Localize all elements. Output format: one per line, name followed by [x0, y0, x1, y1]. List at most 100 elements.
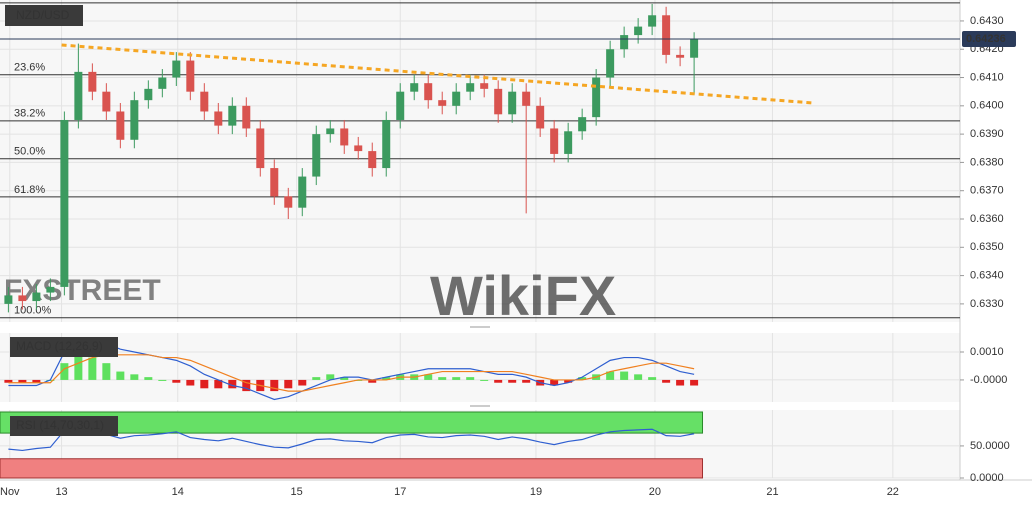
candle-body [648, 15, 657, 27]
y-tick-label: 0.6330 [970, 298, 1004, 310]
overbought-zone [0, 411, 704, 434]
x-tick-label: 19 [530, 486, 542, 498]
candle-body [466, 83, 475, 92]
candle-body [88, 71, 97, 92]
fib-label: 50.0% [14, 146, 45, 158]
oversold-zone [0, 458, 704, 479]
macd-bar [298, 379, 307, 386]
candle-body [438, 100, 447, 106]
candle-body [494, 88, 503, 115]
candle-body [340, 128, 349, 146]
candle-body [578, 117, 587, 132]
macd-bar [74, 354, 83, 380]
macd-bar [60, 363, 69, 380]
x-tick-label: 14 [172, 486, 184, 498]
y-tick-label: 0.6350 [970, 241, 1004, 253]
y-tick-label: 0.6370 [970, 185, 1004, 197]
panel-title: MACD (12,26,9) [16, 339, 103, 353]
candle-body [676, 54, 685, 58]
candle-body [410, 83, 419, 92]
macd-bar [578, 377, 587, 380]
macd-bar [102, 363, 111, 380]
candle-body [508, 91, 517, 115]
candle-body [270, 168, 279, 197]
macd-bar [480, 379, 489, 381]
watermark: WikiFX [430, 264, 616, 327]
candle-body [536, 105, 545, 129]
candle-body [32, 292, 41, 302]
candle-body [298, 176, 307, 208]
y-tick-label: 0.0000 [970, 472, 1004, 484]
x-tick-label: 20 [649, 486, 661, 498]
macd-bar [438, 377, 447, 380]
indicator-line [8, 427, 695, 452]
candle-body [690, 39, 699, 58]
candle-body [18, 295, 27, 302]
candle-body [102, 91, 111, 112]
candle-body [116, 111, 125, 140]
y-tick-label: 50.0000 [970, 440, 1010, 452]
macd-bar [130, 374, 139, 380]
macd-bar [88, 357, 97, 380]
macd-bar [242, 379, 251, 392]
macd-bar [32, 379, 41, 383]
candle-body [256, 128, 265, 169]
title-box [10, 416, 118, 436]
macd-bar [116, 371, 125, 380]
title-box [10, 337, 118, 357]
candle-body [396, 91, 405, 120]
y-tick-label: 0.6380 [970, 156, 1004, 168]
macd-bar [564, 379, 573, 383]
macd-bar [424, 374, 433, 380]
macd-bar [690, 379, 699, 386]
candle-body [60, 119, 69, 287]
macd-bar [200, 379, 209, 389]
macd-bar [158, 379, 167, 381]
candle-body [312, 134, 321, 177]
candle-body [4, 295, 13, 304]
indicator-line [8, 354, 695, 392]
candle-body [172, 60, 181, 78]
macd-bar [634, 374, 643, 380]
y-tick-label: 0.6340 [970, 270, 1004, 282]
macd-bar [172, 379, 181, 383]
fib-label: 38.2% [14, 108, 45, 120]
candle-body [620, 35, 629, 50]
macd-bar [522, 379, 531, 383]
macd-bar [312, 377, 321, 380]
candle-body [158, 77, 167, 89]
macd-bar [676, 379, 685, 386]
candle-body [46, 286, 55, 293]
x-tick-label: 17 [394, 486, 406, 498]
macd-bar [326, 374, 335, 380]
candle-body [368, 151, 377, 169]
macd-bar [228, 379, 237, 389]
macd-panel [0, 333, 960, 402]
y-tick-label: 0.0010 [970, 346, 1004, 358]
candle-body [550, 128, 559, 154]
fib-label: 61.8% [14, 184, 45, 196]
candle-body [242, 105, 251, 129]
candle-body [564, 131, 573, 154]
candle-body [130, 100, 139, 140]
y-tick-label: -0.0000 [970, 374, 1007, 386]
macd-bar [18, 379, 27, 383]
macd-bar [340, 377, 349, 380]
candle-body [480, 83, 489, 89]
macd-bar [494, 379, 503, 383]
y-tick-label: 0.6390 [970, 128, 1004, 140]
candle-body [186, 60, 195, 92]
macd-bar [606, 371, 615, 380]
fib-label: 23.6% [14, 62, 45, 74]
macd-bar [452, 377, 461, 380]
macd-bar [214, 379, 223, 389]
candle-body [326, 128, 335, 135]
candle-body [634, 26, 643, 36]
fib-label: 100.0% [14, 305, 52, 317]
y-tick-label: 0.6430 [970, 15, 1004, 27]
macd-bar [284, 379, 293, 389]
macd-bar [368, 379, 377, 383]
x-tick-label: 15 [291, 486, 303, 498]
macd-bar [662, 379, 671, 383]
